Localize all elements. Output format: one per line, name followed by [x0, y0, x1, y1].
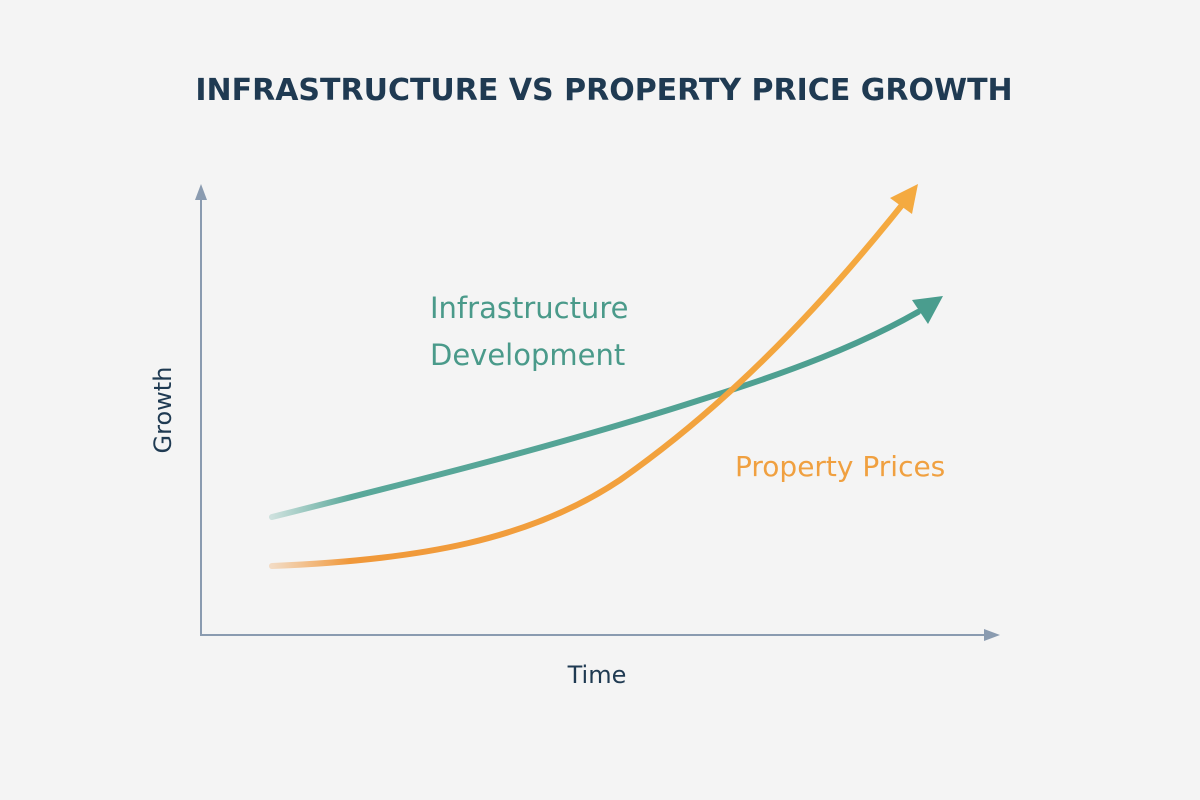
x-axis-arrow: [984, 629, 1000, 641]
infrastructure-arrow: [912, 296, 943, 324]
property-curve: [269, 202, 905, 569]
curve-label: Property Prices: [735, 450, 945, 483]
y-axis-arrow: [195, 184, 207, 200]
curve-label: Infrastructure: [430, 291, 628, 325]
y-axis-label: Growth: [149, 367, 177, 454]
curve-label: Development: [430, 338, 625, 372]
infrastructure-curve: [269, 309, 921, 520]
x-axis-label: Time: [567, 661, 627, 689]
property-arrow: [890, 184, 918, 214]
title: INFRASTRUCTURE VS PROPERTY PRICE GROWTH: [195, 73, 1012, 108]
